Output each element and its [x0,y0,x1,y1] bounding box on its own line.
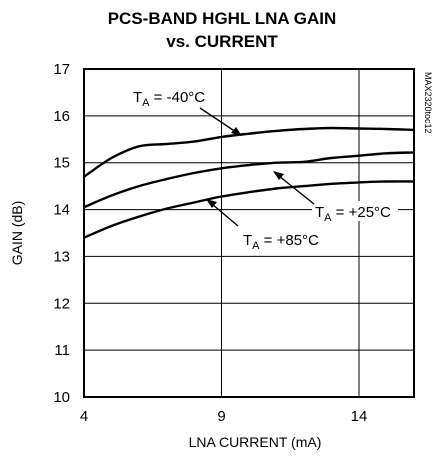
y-tick-label: 13 [53,248,70,265]
annotation-minus-40-arrowhead [231,127,242,136]
annotation-plus-85-label: TA = +85°C [243,232,319,252]
annotation-plus-85-leader [211,203,239,227]
x-tick-labels: 4 9 14 [80,408,368,425]
y-tick-label: 16 [53,108,70,125]
y-tick-label: 10 [53,389,70,406]
watermark-code: MAX2320toc12 [423,72,433,134]
data-series [83,126,415,239]
series-line-2 [83,151,415,209]
y-axis-label: GAIN (dB) [9,201,25,266]
chart-title-line-1: PCS-BAND HGHL LNA GAIN [108,9,337,28]
annotations: TA = -40°C TA = +25°C TA = +85°C [130,86,398,252]
y-tick-label: 11 [54,342,70,359]
y-tick-labels: 17 16 15 14 13 12 11 10 [53,61,70,406]
x-axis-label: LNA CURRENT (mA) [189,434,322,450]
annotation-plus-25-arrowhead [273,171,284,180]
annotation-plus-25: TA = +25°C [273,171,398,224]
annotation-minus-40-label: TA = -40°C [133,89,205,109]
y-tick-label: 17 [53,61,70,78]
y-tick-label: 14 [53,202,70,219]
annotation-plus-25-label: TA = +25°C [315,204,391,224]
x-tick-label: 14 [351,408,368,425]
series-line-1 [83,126,415,178]
x-tick-label: 4 [80,408,88,425]
gridlines [84,69,414,397]
chart-title-line-2: vs. CURRENT [166,32,278,51]
x-tick-label: 9 [217,408,225,425]
annotation-minus-40: TA = -40°C [130,86,242,136]
series-line-3 [83,180,415,239]
y-tick-label: 12 [53,295,70,312]
annotation-plus-25-leader [278,175,315,205]
plot-frame [83,68,415,398]
annotation-plus-85: TA = +85°C [206,199,328,252]
y-tick-label: 15 [53,155,70,172]
annotation-minus-40-leader [199,107,237,133]
annotation-plus-85-arrowhead [206,199,217,208]
